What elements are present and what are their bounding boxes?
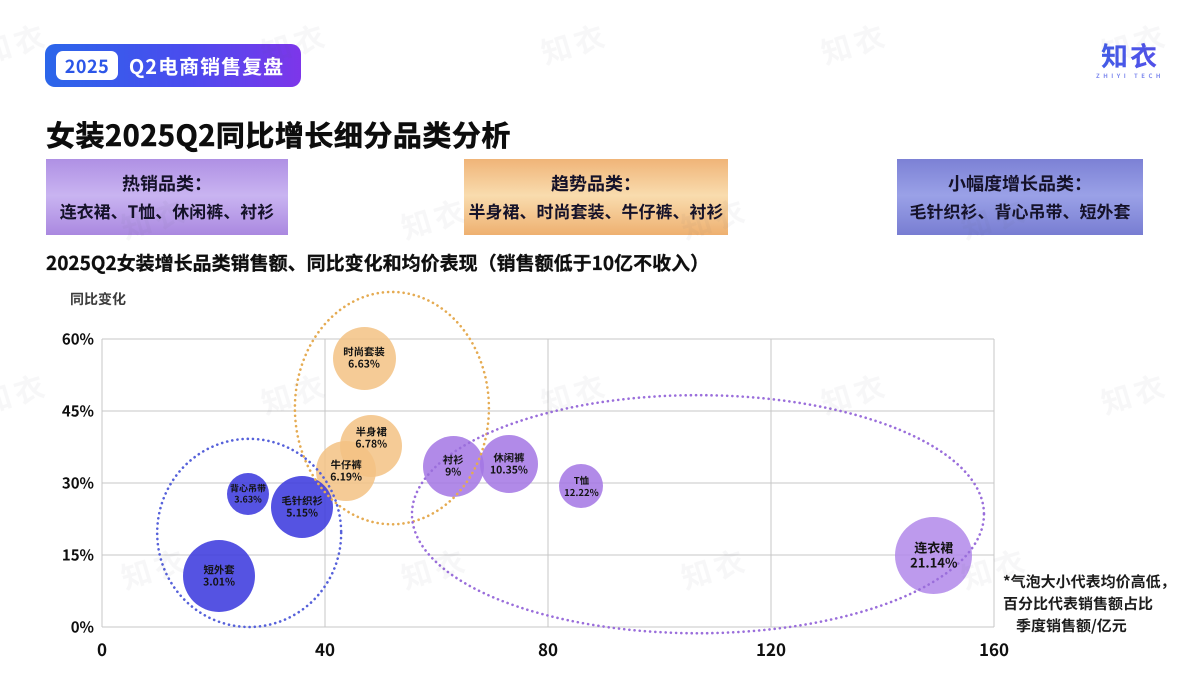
bubble-share: 5.15% [286, 505, 319, 520]
y-tick-30%: 30% [61, 472, 94, 494]
bubble-camisole [227, 473, 270, 516]
bubble-casual-pants [479, 434, 538, 493]
bubble-name: 毛针织衫 [281, 492, 323, 508]
bubble-label-short-coat: 短外套 3.01% [203, 561, 235, 590]
chart-note-line1: *气泡大小代表均价高低， [1003, 571, 1176, 592]
category-box-small-title: 小幅度增长品类： [948, 170, 1092, 196]
bubble-share: 6.19% [330, 469, 363, 484]
y-tick-45%: 45% [61, 400, 94, 422]
bubble-name: 半身裙 [355, 423, 387, 439]
category-box-hot-title: 热销品类： [122, 170, 212, 196]
bubble-label-tshirt: T恤 12.22% [564, 473, 599, 499]
bubble-name: 短外套 [203, 561, 235, 577]
x-tick-40: 40 [314, 636, 336, 661]
bubble-knit-sweater [271, 476, 334, 538]
category-box-small: 小幅度增长品类： 毛针织衫、背心吊带、短外套 [897, 159, 1143, 235]
bubble-label-fashion-set: 时尚套装 6.63% [343, 343, 385, 372]
chart-note: *气泡大小代表均价高低， 百分比代表销售额占比 季度销售额/亿元 [1003, 571, 1176, 637]
bubble-fashion-set [332, 326, 396, 390]
bubble-short-coat [183, 540, 256, 613]
bubble-label-shirt: 衬衫 9% [442, 451, 464, 480]
brand-logo-subtext: ZHIYI TECH [1096, 71, 1164, 80]
brand-logo: 知衣 ZHIYI TECH [1070, 40, 1190, 81]
brand-logo-text: 知衣 [1070, 40, 1190, 70]
bubble-share: 3.63% [234, 492, 262, 506]
bubble-tshirt [559, 464, 604, 509]
y-axis-title: 同比变化 [70, 289, 126, 309]
bubble-share: 6.63% [348, 356, 380, 372]
chart-subtitle: 2025Q2女装增长品类销售额、同比变化和均价表现（销售额低于10亿不收入） [46, 249, 710, 276]
group-ellipse-1 [155, 437, 343, 629]
y-tick-60%: 60% [61, 328, 94, 350]
bubble-name: 衬衫 [442, 451, 464, 467]
chart-note-line3: 季度销售额/亿元 [1016, 615, 1127, 636]
y-tick-0%: 0% [70, 616, 94, 638]
x-tick-160: 160 [978, 636, 1010, 661]
group-ellipse-2 [410, 393, 986, 635]
category-box-hot: 热销品类： 连衣裙、T恤、休闲裤、衬衫 [46, 159, 288, 235]
bubble-label-camisole: 背心吊带 3.63% [230, 483, 266, 504]
badge-label: Q2电商销售复盘 [128, 51, 285, 80]
bubble-name: 时尚套装 [343, 343, 385, 359]
x-tick-120: 120 [755, 636, 787, 661]
bubble-label-skirt: 半身裙 6.78% [355, 423, 388, 452]
bubble-name: 休闲裤 [493, 449, 525, 465]
page-title: 女装2025Q2同比增长细分品类分析 [46, 113, 511, 156]
bubble-name: 连衣裙 [914, 537, 954, 557]
bubble-label-casual-pants: 休闲裤 10.35% [490, 449, 528, 477]
header-badge: 2025 Q2电商销售复盘 [45, 44, 301, 87]
bubble-share: 12.22% [564, 484, 599, 499]
bubble-name: 牛仔裤 [330, 456, 362, 472]
bubble-label-knit-sweater: 毛针织衫 5.15% [281, 492, 323, 520]
bubble-name: T恤 [573, 473, 590, 488]
badge-year: 2025 [56, 51, 118, 80]
category-box-hot-items: 连衣裙、T恤、休闲裤、衬衫 [59, 198, 275, 223]
bubble-share: 6.78% [355, 436, 388, 452]
bubble-label-dress: 连衣裙 21.14% [910, 537, 958, 572]
category-box-trend: 趋势品类： 半身裙、时尚套装、牛仔裤、衬衫 [464, 159, 728, 235]
bubble-share: 10.35% [490, 461, 528, 477]
x-tick-80: 80 [537, 636, 559, 661]
bubble-share: 9% [445, 464, 462, 480]
chart-note-line2: 百分比代表销售额占比 [1003, 593, 1154, 614]
category-box-trend-items: 半身裙、时尚套装、牛仔裤、衬衫 [468, 198, 724, 223]
x-tick-0: 0 [96, 636, 108, 661]
bubble-label-jeans: 牛仔裤 6.19% [330, 456, 363, 484]
bubble-name: 背心吊带 [230, 481, 267, 495]
bubble-share: 21.14% [910, 553, 958, 572]
bubble-shirt [422, 435, 484, 497]
category-box-trend-title: 趋势品类： [551, 170, 641, 196]
bubble-share: 3.01% [203, 574, 235, 590]
group-ellipse-0 [293, 290, 491, 526]
category-box-small-items: 毛针织衫、背心吊带、短外套 [909, 198, 1131, 223]
y-tick-15%: 15% [61, 544, 94, 566]
